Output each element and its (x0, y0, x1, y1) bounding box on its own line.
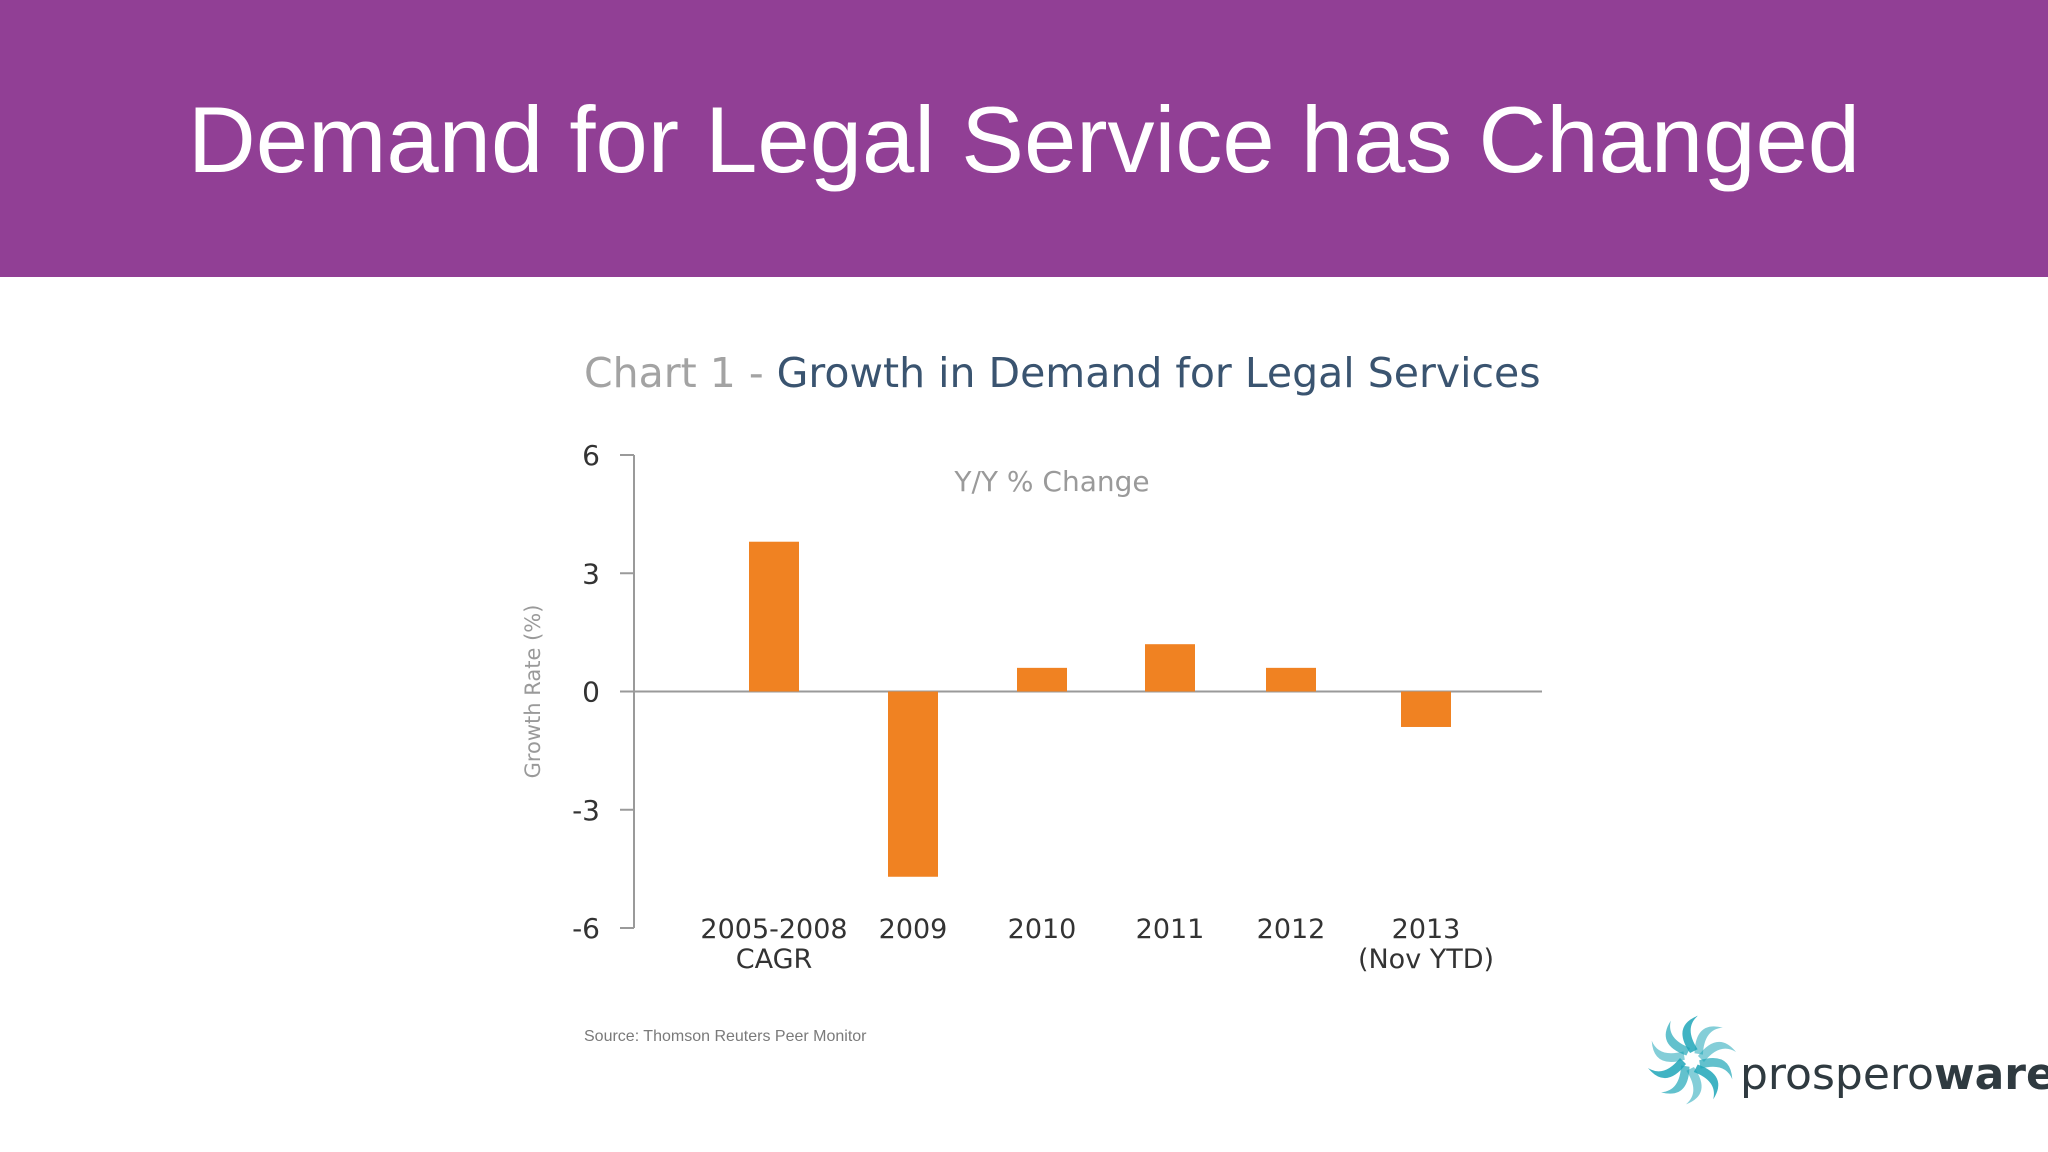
logo-text-bold: ware (1933, 1049, 2048, 1100)
swirl-blade (1686, 1066, 1702, 1105)
swirl-blade (1682, 1015, 1698, 1054)
bar (1017, 667, 1067, 692)
chart-title-main: Growth in Demand for Legal Services (776, 349, 1541, 397)
y-axis-label: Growth Rate (%) (521, 605, 545, 779)
logo-text: prosperoware (1740, 1050, 2048, 1100)
logo-text-light: prospero (1740, 1049, 1934, 1100)
bar (1266, 667, 1316, 692)
swirl-blade (1694, 1026, 1723, 1055)
x-tick-label: 2010 (1008, 914, 1077, 945)
swirl-blade (1665, 1020, 1691, 1056)
x-tick-label: 2011 (1136, 914, 1205, 945)
swirl-blade (1648, 1058, 1686, 1079)
prosperoware-logo: prosperoware (1642, 1010, 2048, 1110)
swirl-blade (1661, 1065, 1690, 1094)
y-tick-label: 3 (582, 557, 600, 590)
swirl-logo-icon (1648, 1015, 1736, 1105)
x-tick-label: 2005-2008 (700, 914, 847, 945)
x-tick-label: CAGR (736, 944, 813, 975)
swirl-blade (1651, 1040, 1685, 1062)
swirl-blade (1693, 1064, 1719, 1100)
y-tick-label: -3 (572, 794, 600, 827)
x-tick-label: 2009 (879, 914, 948, 945)
source-note: Source: Thomson Reuters Peer Monitor (584, 1028, 867, 1045)
bar (749, 541, 799, 692)
swirl-blade (1699, 1058, 1733, 1080)
chart-title-prefix: Chart 1 - (584, 349, 777, 397)
bar (1145, 644, 1195, 692)
x-tick-label: 2012 (1257, 914, 1326, 945)
chart-title: Chart 1 - Growth in Demand for Legal Ser… (584, 347, 1541, 399)
header-band (0, 0, 2048, 277)
x-tick-label: 2013 (1392, 914, 1461, 945)
y-tick-label: 0 (582, 676, 600, 709)
swirl-blade (1698, 1041, 1736, 1062)
slide-title: Demand for Legal Service has Changed (187, 87, 1861, 192)
y-tick-label: -6 (572, 912, 600, 945)
bar (888, 691, 938, 877)
y-tick-label: 6 (582, 439, 600, 472)
bar (1401, 691, 1451, 727)
chart-subtitle: Y/Y % Change (953, 465, 1149, 498)
x-tick-label: (Nov YTD) (1358, 944, 1494, 975)
